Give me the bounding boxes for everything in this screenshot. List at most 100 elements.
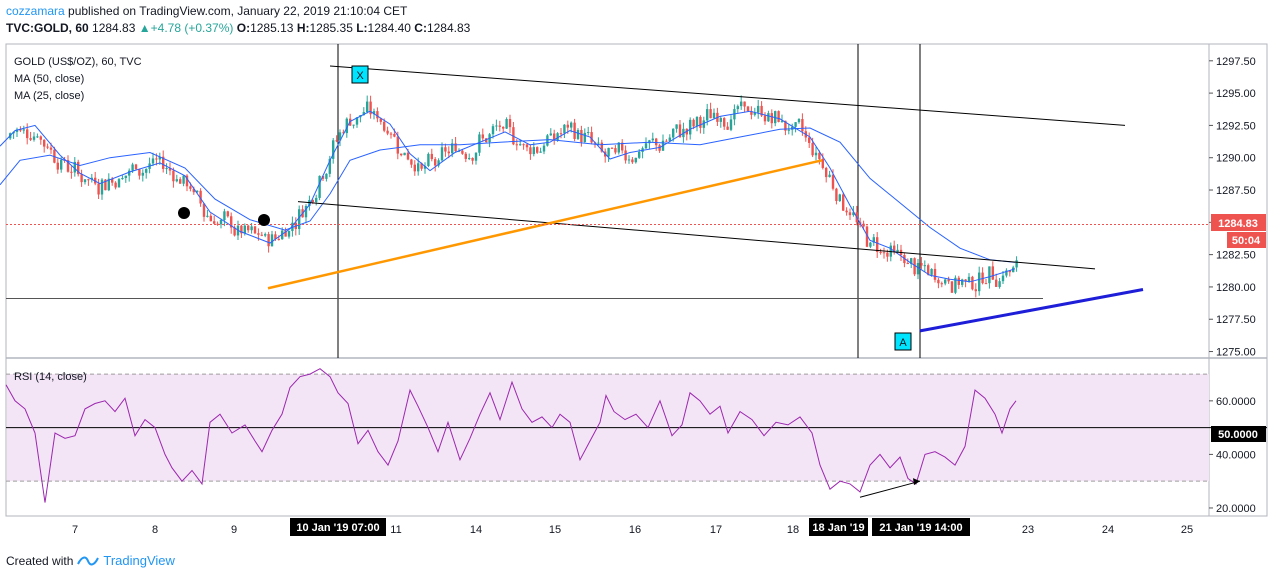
candle-body (831, 174, 835, 189)
candle-body (896, 249, 899, 252)
marker-a-label: A (899, 337, 907, 349)
candle-body (797, 119, 801, 123)
price-axis-label: 1280.00 (1216, 282, 1256, 294)
candle-body (243, 225, 246, 234)
candle-body (695, 116, 699, 127)
publish-info: cozzamara published on TradingView.com, … (6, 4, 407, 18)
candle-body (260, 234, 263, 236)
candle-body (563, 124, 566, 134)
time-axis-label: 18 (787, 524, 799, 536)
candle-body (882, 252, 886, 254)
candle-body (916, 262, 920, 275)
candle-body (233, 227, 236, 236)
candle-body (22, 129, 25, 131)
candle-body (835, 188, 838, 202)
candle-body (780, 120, 784, 122)
candle-body (525, 144, 529, 148)
orange-trendline[interactable] (267, 159, 823, 290)
candle-body (950, 281, 954, 293)
candle-body (634, 157, 637, 163)
candle-body (386, 130, 389, 134)
candle-body (332, 140, 335, 159)
ma50-line[interactable] (0, 127, 1016, 263)
candle-body (158, 156, 161, 160)
candle-body (719, 118, 722, 122)
channel-top-trendline[interactable] (329, 65, 1126, 126)
marker-x[interactable] (351, 65, 369, 84)
price-axis-label: 1277.50 (1216, 314, 1256, 326)
candle-body (774, 111, 777, 124)
marker-a[interactable] (894, 332, 912, 351)
footer-brand-link[interactable]: TradingView (103, 553, 175, 568)
candle-body (811, 142, 814, 156)
candle-body (379, 118, 382, 122)
candle-body (886, 252, 889, 257)
last-price-tag-text: 1284.83 (1218, 218, 1258, 230)
marker-x-label: X (356, 70, 364, 82)
candle-body (277, 238, 280, 240)
candle-body (26, 129, 29, 139)
time-axis-highlight-label: 21 Jan '19 14:00 (879, 522, 962, 534)
candle-body (202, 203, 206, 217)
author-link[interactable]: cozzamara (6, 4, 65, 18)
candle-body (342, 132, 345, 134)
candle-body (355, 117, 359, 125)
candle-body (556, 133, 559, 141)
candle-body (655, 138, 658, 146)
candle-body (770, 113, 773, 124)
candle-body (230, 216, 233, 228)
candle-body (515, 144, 518, 146)
candle-body (668, 137, 671, 141)
candle-body (549, 133, 552, 136)
candle-body (638, 151, 641, 158)
countdown-tag-text: 50:04 (1232, 235, 1261, 247)
candle-body (223, 211, 226, 220)
candle-body (906, 263, 909, 265)
ohlc-header: TVC:GOLD, 60 1284.83 ▲+4.78 (+0.37%) O:1… (6, 21, 470, 35)
candle-body (182, 175, 185, 184)
price-axis[interactable] (1208, 43, 1268, 517)
black-dot-marker[interactable] (178, 207, 190, 219)
candle-body (692, 119, 695, 127)
candle-body (321, 175, 325, 179)
ma25-line[interactable] (0, 110, 1016, 283)
time-axis-label: 17 (710, 524, 722, 536)
rsi-divergence-arrow[interactable] (859, 480, 921, 498)
candle-body (808, 137, 811, 143)
candle-body (304, 206, 308, 218)
candle-body (430, 153, 433, 160)
candle-body (270, 234, 274, 247)
candle-body (532, 147, 535, 155)
candle-body (274, 234, 277, 239)
black-dot-marker[interactable] (258, 214, 270, 226)
candle-body (117, 179, 121, 188)
candle-body (39, 136, 42, 140)
candle-body (376, 111, 379, 119)
candle-body (814, 152, 818, 156)
candle-body (226, 211, 229, 217)
time-axis-label: 16 (629, 524, 641, 536)
channel-bottom-trendline[interactable] (297, 201, 1096, 270)
candle-body (930, 268, 933, 275)
blue-trendline[interactable] (919, 288, 1144, 333)
time-axis-label: 24 (1102, 524, 1114, 536)
rsi-line[interactable] (5, 368, 1017, 503)
candle-body (138, 169, 141, 176)
candle-body (267, 234, 270, 247)
candle-body (264, 234, 267, 236)
candle-body (192, 188, 195, 193)
candle-body (505, 119, 508, 129)
legend-title: GOLD (US$/OZ), 60, TVC (14, 56, 142, 68)
candle-body (468, 157, 471, 159)
candle-body (726, 126, 729, 130)
candle-body (36, 136, 39, 138)
time-axis-label: 14 (470, 524, 482, 536)
candle-body (621, 142, 624, 151)
candle-body (542, 145, 546, 152)
candle-body (933, 268, 937, 280)
candle-body (760, 105, 763, 116)
candle-body (49, 147, 53, 150)
price-axis-label: 1297.50 (1216, 56, 1256, 68)
candle-body (165, 168, 168, 170)
